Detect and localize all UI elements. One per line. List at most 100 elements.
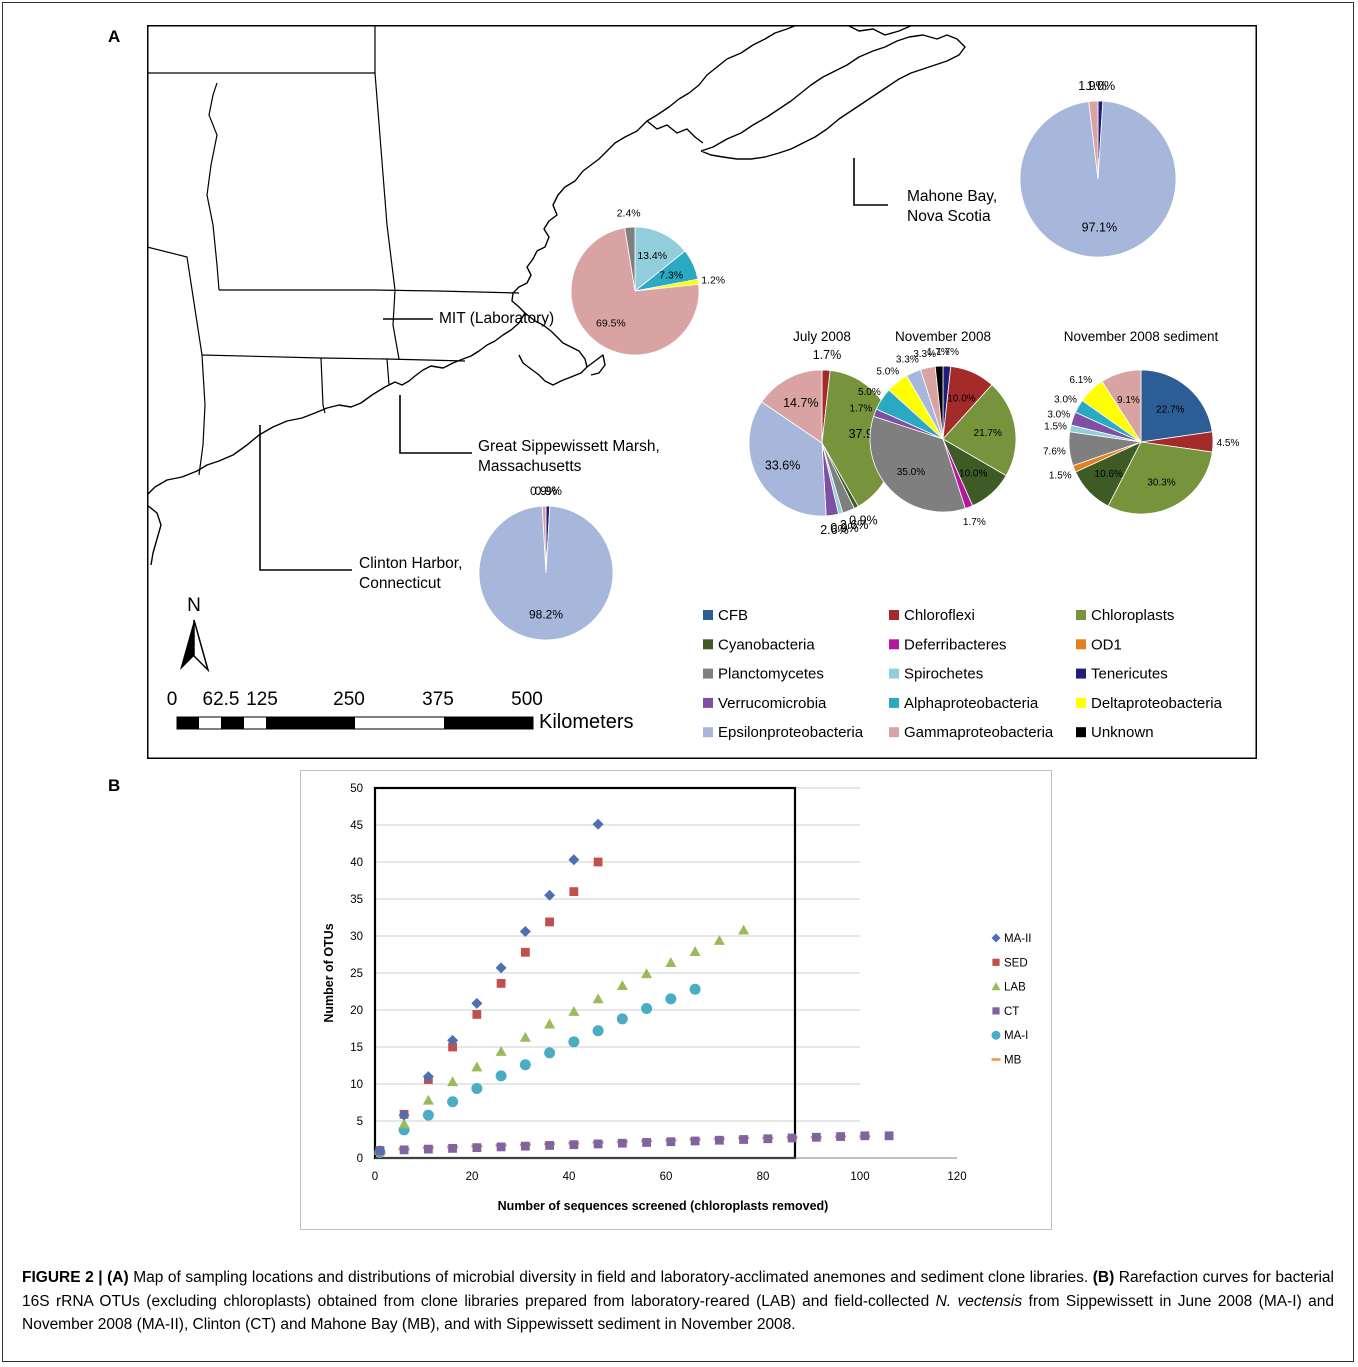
legend-label: Deferribacteres bbox=[904, 636, 1007, 653]
data-point bbox=[787, 1133, 797, 1143]
data-point bbox=[519, 1031, 531, 1042]
pie-label: 2.6% bbox=[820, 523, 849, 537]
data-point bbox=[471, 1082, 483, 1094]
legend-marker bbox=[991, 933, 1001, 943]
legend-swatch bbox=[889, 668, 899, 679]
legend-label: MB bbox=[1004, 1055, 1022, 1067]
pie-label: 5.0% bbox=[876, 366, 899, 377]
pie-title: November 2008 sediment bbox=[1064, 329, 1219, 344]
data-point bbox=[544, 1047, 556, 1059]
pie-label: 97.1% bbox=[1082, 220, 1117, 234]
north-arrow-icon: N bbox=[180, 595, 210, 673]
pie-label: 1.5% bbox=[1049, 470, 1072, 481]
pie-label: 1.7% bbox=[927, 347, 950, 358]
y-tick-label: 50 bbox=[350, 783, 363, 795]
pie-label: 1.7% bbox=[963, 517, 986, 528]
legend-swatch bbox=[1076, 668, 1086, 679]
pie-slice-epsilonproteobacteria bbox=[1019, 100, 1177, 258]
data-point bbox=[399, 1145, 409, 1155]
data-point bbox=[714, 1135, 724, 1145]
pie-label: 9.1% bbox=[1117, 395, 1140, 406]
taxa-legend: CFB Chloroflexi Chloroplasts Cyanobacteria D… bbox=[703, 607, 1223, 741]
legend-label: Chloroplasts bbox=[1091, 607, 1174, 624]
pie-label: 0.9% bbox=[849, 514, 878, 528]
pie-label: 35.0% bbox=[897, 467, 925, 478]
data-point bbox=[616, 1013, 628, 1025]
x-tick-label: 60 bbox=[660, 1171, 673, 1183]
data-point bbox=[568, 1036, 580, 1048]
legend-item-chloroplasts: Chloroplasts bbox=[1076, 607, 1174, 624]
caption-species: N. vectensis bbox=[935, 1292, 1023, 1310]
pie-label: 14.7% bbox=[783, 396, 818, 410]
legend-item-tenericutes: Tenericutes bbox=[1076, 666, 1168, 683]
legend-label: Deltaproteobacteria bbox=[1091, 695, 1223, 712]
legend-marker bbox=[991, 1030, 1001, 1040]
pie-slice-gammaproteobacteria bbox=[570, 227, 700, 356]
pie-label: 0.9% bbox=[535, 484, 563, 498]
pie-slice-gammaproteobacteria bbox=[1101, 369, 1142, 444]
data-point bbox=[374, 1145, 386, 1157]
x-tick-label: 80 bbox=[757, 1171, 770, 1183]
label-sippewissett-1: Great Sippewissett Marsh, bbox=[478, 438, 660, 455]
figure-caption: FIGURE 2 | (A) Map of sampling locations… bbox=[22, 1266, 1334, 1337]
data-point bbox=[592, 818, 604, 830]
x-tick-label: 100 bbox=[850, 1171, 869, 1183]
legend-entry-mb: MB bbox=[991, 1055, 1022, 1067]
label-clinton-2: Connecticut bbox=[359, 575, 442, 592]
north-label: N bbox=[187, 595, 201, 616]
y-tick-label: 5 bbox=[357, 1116, 363, 1128]
legend-label: Epsilonproteobacteria bbox=[718, 724, 864, 741]
legend-entry-ma-i: MA-I bbox=[991, 1030, 1028, 1042]
caption-b-text-2: from Sippewissett in June 2008 (MA-I) an… bbox=[22, 1292, 1334, 1334]
data-point bbox=[569, 1140, 579, 1150]
pie-slice-chloroplasts bbox=[1107, 441, 1213, 515]
legend-swatch bbox=[703, 610, 713, 620]
data-point bbox=[642, 1138, 651, 1147]
pie-label: 2.4% bbox=[617, 207, 641, 219]
y-tick-label: 10 bbox=[350, 1079, 363, 1091]
data-point bbox=[448, 1042, 457, 1052]
data-point bbox=[738, 924, 750, 935]
legend-swatch bbox=[703, 639, 713, 650]
pie-label: 2.6% bbox=[840, 518, 869, 532]
scale-tick-250: 250 bbox=[333, 689, 365, 710]
data-point bbox=[690, 1136, 700, 1146]
y-tick-label: 0 bbox=[357, 1153, 363, 1165]
data-point bbox=[592, 993, 604, 1004]
legend-marker bbox=[991, 982, 1001, 991]
legend-entry-lab: LAB bbox=[991, 982, 1026, 994]
series-ma-ii bbox=[374, 818, 604, 1157]
y-tick-label: 25 bbox=[350, 968, 363, 980]
legend-marker bbox=[992, 958, 1000, 966]
scale-tick-125: 125 bbox=[246, 689, 278, 710]
data-point bbox=[836, 1132, 845, 1141]
legend-label: LAB bbox=[1004, 982, 1026, 994]
legend-label: CFB bbox=[718, 607, 748, 624]
legend-label: Unknown bbox=[1091, 724, 1154, 741]
legend-entry-sed: SED bbox=[992, 957, 1028, 969]
y-tick-label: 35 bbox=[350, 894, 363, 906]
pie-label: 10.6% bbox=[1095, 469, 1123, 480]
data-point bbox=[592, 1025, 604, 1037]
legend-item-deferribacteres: Deferribacteres bbox=[889, 636, 1007, 653]
pie-mahone: 1.0% 97.1% 1.9% bbox=[1019, 79, 1177, 258]
legend-swatch bbox=[703, 697, 713, 708]
legend-label: OD1 bbox=[1091, 636, 1122, 653]
data-point bbox=[641, 968, 653, 979]
pie-label: 1.2% bbox=[701, 275, 725, 287]
legend-swatch bbox=[1076, 697, 1086, 708]
data-point bbox=[713, 934, 725, 945]
x-tick-label: 20 bbox=[466, 1171, 479, 1183]
data-point bbox=[495, 1045, 507, 1056]
data-point bbox=[641, 1003, 653, 1015]
legend-item-cyanobacteria: Cyanobacteria bbox=[703, 636, 815, 653]
pie-label: 33.6% bbox=[765, 458, 800, 472]
y-tick-label: 45 bbox=[350, 820, 363, 832]
label-clinton-1: Clinton Harbor, bbox=[359, 555, 462, 572]
legend-label: Alphaproteobacteria bbox=[904, 695, 1039, 712]
legend-entry-ma-ii: MA-II bbox=[991, 933, 1031, 945]
pie-slice-planctomycetes bbox=[869, 415, 966, 513]
pie-july2008: 1.7%37.9%0.9%2.6%0.9%2.6%33.6%14.7%July … bbox=[748, 329, 896, 537]
pie-label: 22.7% bbox=[1156, 404, 1184, 415]
caption-a-text: Map of sampling locations and distributi… bbox=[128, 1269, 1093, 1286]
